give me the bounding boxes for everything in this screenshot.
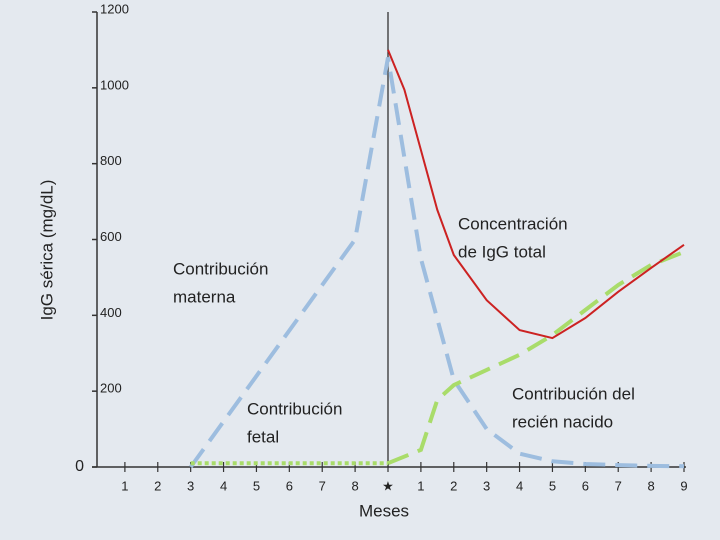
x-tick-label: 3 [187,478,194,493]
y-tick-label: 1200 [100,1,129,16]
y-tick-label: 400 [100,305,122,320]
y-tick-label: 600 [100,229,122,244]
annotation: Concentración [458,214,568,233]
x-tick-label: 1 [121,478,128,493]
series-line [189,57,685,469]
x-tick-label: 5 [549,478,556,493]
annotation: de IgG total [458,242,546,261]
annotation: materna [173,287,236,306]
series-line [387,49,685,340]
x-tick-label: 2 [154,478,161,493]
x-tick-label: 7 [319,478,326,493]
x-tick-label: 7 [615,478,622,493]
annotation: Contribución del [512,384,635,403]
y-tick-label: 0 [75,458,84,475]
annotation: recién nacido [512,412,613,431]
y-tick-label: 800 [100,153,122,168]
x-tick-label: ★ [382,478,394,493]
x-tick-label: 8 [351,478,358,493]
y-tick-label: 200 [100,381,122,396]
series-line [387,250,685,466]
y-axis-label: IgG sérica (mg/dL) [37,180,56,321]
x-tick-label: 9 [680,478,687,493]
annotation: fetal [247,427,279,446]
x-tick-label: 3 [483,478,490,493]
x-tick-label: 6 [582,478,589,493]
x-tick-label: 8 [647,478,654,493]
x-tick-label: 6 [286,478,293,493]
x-tick-label: 1 [417,478,424,493]
annotation: Contribución [247,399,342,418]
y-tick-label: 1000 [100,77,129,92]
x-tick-label: 2 [450,478,457,493]
x-tick-label: 5 [253,478,260,493]
annotation: Contribución [173,259,268,278]
x-tick-label: 4 [516,478,523,493]
x-axis-label: Meses [359,501,409,520]
x-tick-label: 4 [220,478,227,493]
